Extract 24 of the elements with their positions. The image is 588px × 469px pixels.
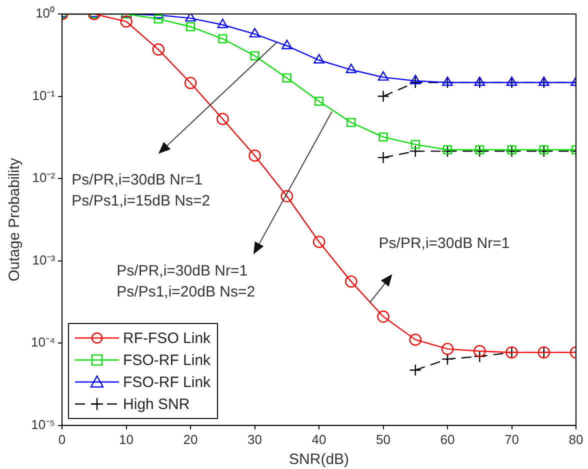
y-tick-label: 10⁻⁴	[31, 334, 56, 350]
legend-label: High SNR	[123, 396, 190, 413]
x-tick-label: 10	[119, 432, 134, 447]
x-tick-label: 20	[183, 432, 198, 447]
y-tick-label: 10⁻²	[32, 170, 56, 186]
x-tick-label: 50	[376, 432, 390, 447]
legend-label: FSO-RF Link	[123, 352, 211, 369]
annotation: Ps/PR,i=30dB Nr=1	[378, 235, 510, 252]
legend-label: FSO-RF Link	[123, 374, 211, 391]
y-tick-label: 10⁰	[36, 6, 56, 21]
legend-label: RF-FSO Link	[123, 330, 211, 347]
x-tick-label: 60	[440, 432, 455, 447]
x-tick-label: 70	[504, 432, 519, 447]
x-tick-label: 30	[248, 432, 262, 447]
annotation: Ps/PR,i=30dB Nr=1 Ps/Ps1,i=20dB Ns=2	[116, 262, 256, 300]
y-tick-label: 10⁻¹	[32, 88, 56, 103]
y-tick-label: 10⁻³	[32, 252, 56, 268]
x-axis-title: SNR(dB)	[289, 451, 350, 468]
x-tick-label: 80	[568, 432, 584, 447]
annotation: Ps/PR,i=30dB Nr=1 Ps/Ps1,i=15dB Ns=2	[72, 172, 210, 210]
y-tick-label: 10⁻⁵	[31, 416, 56, 432]
x-tick-label: 40	[312, 432, 326, 447]
y-axis-title: Outage Probability	[6, 157, 24, 282]
x-tick-label: 0	[58, 432, 66, 447]
